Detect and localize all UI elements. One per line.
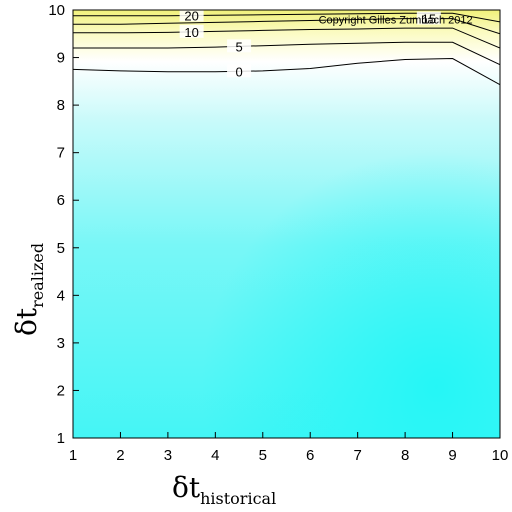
x-tick-label: 7 [353, 447, 361, 464]
x-axis-label-subscript: historical [200, 489, 276, 508]
x-tick-label: 4 [211, 447, 219, 464]
x-tick-label: 1 [69, 447, 77, 464]
y-tick-label: 8 [57, 97, 65, 114]
contour-label-10: 10 [184, 25, 198, 40]
x-tick-label: 2 [116, 447, 124, 464]
y-tick-label: 6 [57, 192, 65, 209]
contour-label-background [179, 8, 204, 22]
x-tick-label: 5 [259, 447, 267, 464]
y-tick-label: 1 [57, 430, 65, 447]
contour-label-5: 5 [235, 39, 242, 54]
y-tick-label: 5 [57, 240, 65, 257]
contour-line-0 [73, 57, 500, 86]
y-axis-label-symbol: δt [10, 307, 43, 336]
x-axis-label: δthistorical [172, 471, 276, 508]
y-tick-label: 9 [57, 50, 65, 67]
contour-label-background [227, 64, 252, 78]
x-tick-label: 3 [164, 447, 172, 464]
x-tick-label: 8 [401, 447, 409, 464]
y-tick-label: 4 [57, 287, 65, 304]
contour-line-10 [73, 27, 500, 49]
y-axis-label-subscript: realized [28, 243, 47, 308]
y-axis: 1 2 3 4 5 6 7 8 9 10 [48, 2, 79, 447]
y-tick-label: 10 [48, 2, 65, 19]
contour-label-20: 20 [184, 8, 198, 23]
contour-label-background [179, 24, 204, 38]
copyright-annotation: Copyright Gilles Zumbach 2012 [319, 15, 473, 27]
contour-label-15: 15 [422, 12, 436, 27]
plot-frame [72, 9, 501, 439]
y-tick-label: 2 [57, 382, 65, 399]
contour-label-background [227, 39, 252, 53]
x-tick-label: 10 [492, 447, 509, 464]
heatmap-low-region [73, 10, 500, 438]
y-tick-label: 3 [57, 335, 65, 352]
y-tick-label: 7 [57, 145, 65, 162]
x-axis-label-symbol: δt [172, 471, 201, 504]
x-tick-label: 6 [306, 447, 314, 464]
contour-label-0: 0 [235, 64, 242, 79]
contour-line-5 [73, 41, 500, 66]
x-axis: 1 2 3 4 5 6 7 8 9 10 [69, 432, 509, 464]
x-tick-label: 9 [448, 447, 456, 464]
plot-area: 0 5 10 15 20 Copyright Gilles Zumbach 2012 [72, 8, 501, 439]
contour-label-background [416, 11, 441, 25]
y-axis-label: δtrealized [10, 243, 47, 336]
